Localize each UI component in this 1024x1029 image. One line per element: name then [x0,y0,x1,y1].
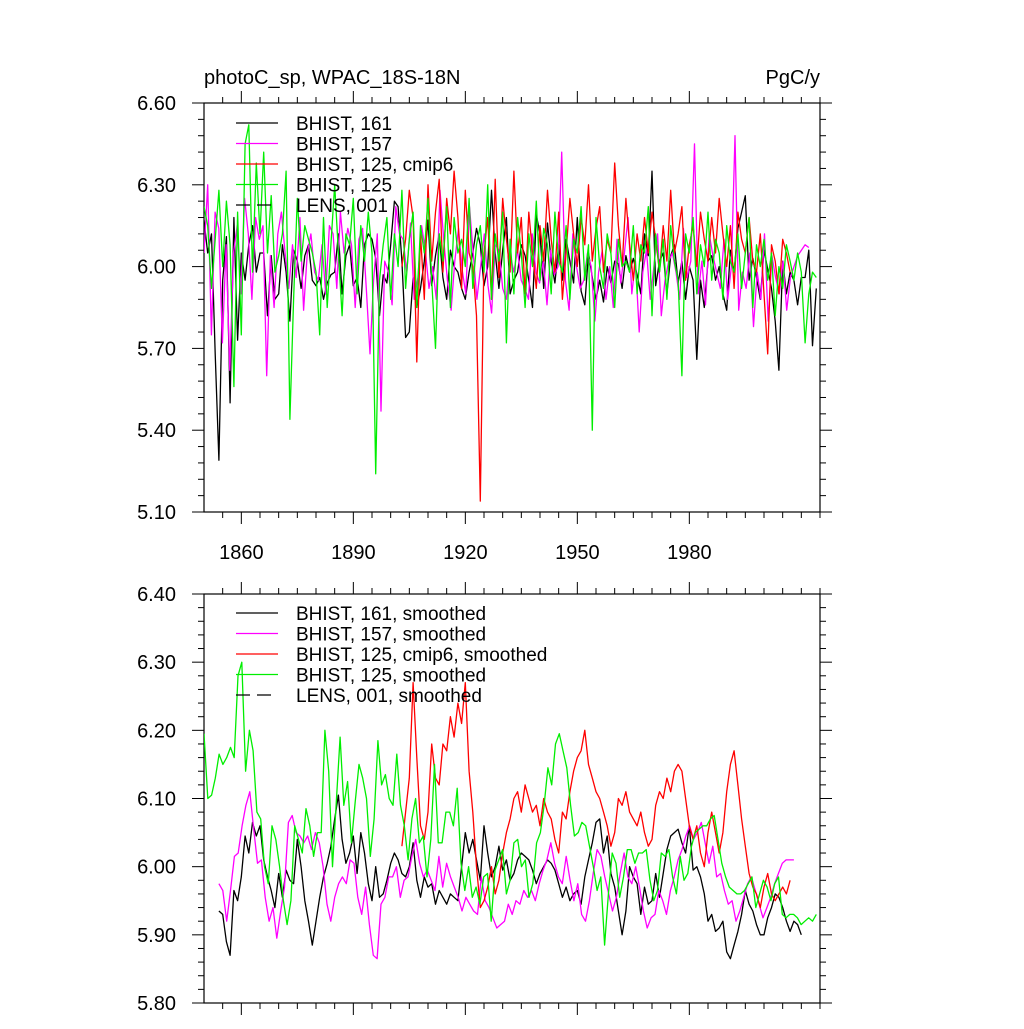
x-tick-label: 1890 [331,542,376,564]
plot-frame [203,102,821,513]
legend-label: LENS, 001 [296,196,388,217]
y-tick-label: 5.70 [137,338,176,360]
y-tick-label: 6.10 [137,789,176,811]
legend-label: BHIST, 125, smoothed [296,666,486,687]
legend-label: BHIST, 157, smoothed [296,625,486,646]
series-line-bhist-125 [204,124,817,475]
y-tick-label: 6.00 [137,857,176,879]
legend-label: BHIST, 157 [296,135,392,156]
y-tick-label: 6.40 [137,584,176,606]
series-line-bhist-125-cmip6 [401,162,791,502]
legend-label: LENS, 001, smoothed [296,686,482,707]
y-tick-label: 6.30 [137,652,176,674]
x-tick-label: 1950 [555,542,600,564]
x-tick-label: 1860 [219,542,264,564]
series-group [204,124,817,502]
legend-label: BHIST, 125, cmip6, smoothed [296,645,547,666]
legend-label: BHIST, 161, smoothed [296,604,486,625]
units-label: PgC/y [766,67,820,89]
series-line-bhist-161 [204,170,817,461]
y-tick-label: 6.00 [137,257,176,279]
x-tick-label: 1980 [667,542,712,564]
legend-label: BHIST, 125 [296,176,392,197]
bottom-panel: 5.80 5.90 6.00 6.10 6.20 6.30 6.40 BHIST, 161, … [137,582,832,1015]
chart-title: photoC_sp, WPAC_18S-18N [204,67,460,89]
y-tick-label: 5.90 [137,925,176,947]
series-line-bhist-125-cmip6-smoothed [401,681,791,909]
y-tick-label: 5.10 [137,502,176,524]
y-tick-label: 6.60 [137,93,176,115]
top-panel: 5.10 5.40 5.70 6.00 6.30 6.60 1860 1890 1920 1950… [137,91,832,564]
x-tick-label: 1920 [443,542,488,564]
series-group [204,661,817,960]
y-tick-label: 6.20 [137,720,176,742]
y-tick-label: 6.30 [137,175,176,197]
legend-label: BHIST, 125, cmip6 [296,155,453,176]
y-tick-label: 5.40 [137,420,176,442]
y-tick-label: 5.80 [137,993,176,1015]
legend-label: BHIST, 161 [296,114,392,135]
series-line-bhist-125-smoothed [204,661,817,946]
